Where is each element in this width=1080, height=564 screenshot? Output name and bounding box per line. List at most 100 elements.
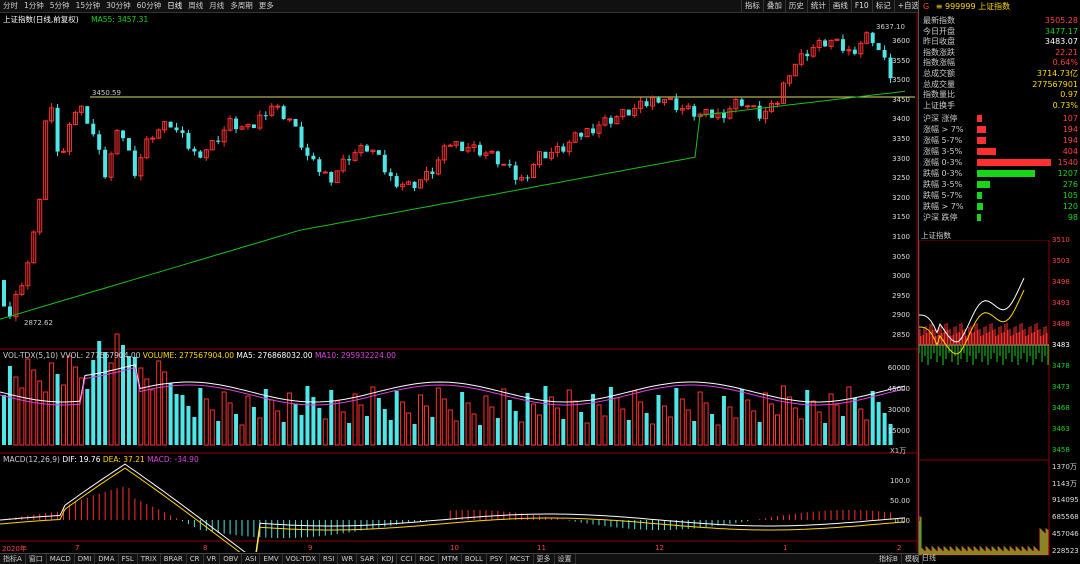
volume-bar bbox=[715, 424, 721, 446]
volume-bar bbox=[495, 418, 500, 445]
period-tab[interactable]: 周线 bbox=[188, 1, 204, 10]
volume-bar bbox=[792, 407, 798, 446]
period-tab[interactable]: 5分钟 bbox=[49, 1, 70, 10]
quote-value: 3505.28 bbox=[1044, 16, 1078, 25]
date-tick: 2 bbox=[897, 544, 902, 552]
toolbar-button[interactable]: 统计 bbox=[806, 0, 829, 12]
candle-body bbox=[31, 231, 37, 264]
period-tab[interactable]: 30分钟 bbox=[106, 1, 131, 10]
candle-body bbox=[644, 101, 649, 107]
toolbar-button[interactable]: 标记 bbox=[871, 0, 894, 12]
indicator-tab[interactable]: KDJ bbox=[378, 554, 398, 564]
volume-bar bbox=[739, 389, 744, 445]
indicator-tab[interactable]: DMI bbox=[75, 554, 96, 564]
mini-volume-tick: 1370万 bbox=[1052, 463, 1077, 471]
period-tab[interactable]: 月线 bbox=[209, 1, 225, 10]
indicator-tab[interactable]: MTM bbox=[439, 554, 462, 564]
volume-bar bbox=[234, 414, 239, 445]
indicator-tab[interactable]: MACD bbox=[47, 554, 75, 564]
indicator-tab[interactable]: DMA bbox=[95, 554, 119, 564]
candle-body bbox=[287, 118, 293, 121]
candle-body bbox=[78, 105, 84, 113]
chart-area[interactable]: 上证指数(日线,前复权) MA55: 3457.31 VOL-TDX(5,10)… bbox=[0, 12, 918, 553]
indicator-tab[interactable]: SAR bbox=[357, 554, 379, 564]
indicator-tab[interactable]: EMV bbox=[260, 554, 283, 564]
indicator-tab[interactable]: FSL bbox=[119, 554, 138, 564]
volume-bar bbox=[769, 403, 775, 446]
volume-bar bbox=[697, 391, 703, 446]
indicator-tab[interactable]: CCI bbox=[397, 554, 417, 564]
indicator-tab[interactable]: 模板 bbox=[902, 554, 923, 564]
indicator-tab[interactable]: VOL-TDX bbox=[283, 554, 320, 564]
toolbar-button[interactable]: +自选 bbox=[893, 0, 922, 12]
indicator-tab[interactable]: VR bbox=[204, 554, 221, 564]
period-tab[interactable]: 分时 bbox=[3, 1, 18, 10]
intraday-chart[interactable] bbox=[919, 240, 1080, 560]
toolbar-button[interactable]: 画线 bbox=[828, 0, 851, 12]
breadth-label: 跌幅 3-5% bbox=[923, 180, 963, 189]
candle-body bbox=[727, 108, 733, 119]
indicator-tab[interactable]: 窗口 bbox=[26, 554, 47, 564]
date-tick: 11 bbox=[537, 544, 546, 552]
indicator-tab[interactable]: BOLL bbox=[462, 554, 487, 564]
candle-body bbox=[763, 110, 769, 120]
candle-body bbox=[275, 105, 281, 108]
candle-body bbox=[447, 144, 453, 147]
volume-bar bbox=[293, 404, 298, 445]
candle-body bbox=[257, 114, 263, 129]
candle-body bbox=[667, 97, 673, 101]
kline-chart[interactable] bbox=[0, 12, 918, 552]
candle-body bbox=[234, 118, 239, 130]
macd-tick: 100.0 bbox=[889, 477, 910, 485]
indicator-tab[interactable]: ROC bbox=[416, 554, 439, 564]
mini-frame bbox=[919, 240, 1050, 556]
indicator-tab[interactable]: BRAR bbox=[161, 554, 187, 564]
indicator-tab[interactable]: WR bbox=[338, 554, 358, 564]
indicator-tab[interactable]: RSI bbox=[320, 554, 339, 564]
period-tab[interactable]: 1分钟 bbox=[24, 1, 44, 10]
candle-body bbox=[661, 99, 667, 104]
period-tab[interactable]: 多周期 bbox=[230, 1, 253, 10]
quote-row: 最新指数 3505.28 bbox=[923, 16, 1078, 27]
volume-bar bbox=[638, 401, 644, 446]
toolbar-button[interactable]: 历史 bbox=[784, 0, 807, 12]
volume-bar bbox=[251, 407, 256, 445]
indicator-tab[interactable]: 指标A bbox=[0, 554, 26, 564]
breadth-value: 194 bbox=[1062, 136, 1078, 145]
indicator-tab[interactable]: MCST bbox=[507, 554, 534, 564]
period-tab[interactable]: 更多 bbox=[258, 1, 274, 10]
indicator-tab[interactable]: CR bbox=[187, 554, 204, 564]
indicator-tab[interactable]: OBV bbox=[220, 554, 243, 564]
toolbar-button[interactable]: F10 bbox=[850, 0, 872, 12]
indicator-tab[interactable]: ASI bbox=[242, 554, 261, 564]
toolbar-button[interactable]: 指标 bbox=[740, 0, 763, 12]
candle-body bbox=[114, 130, 120, 155]
candle-body bbox=[168, 121, 173, 128]
candle-body bbox=[561, 146, 566, 152]
breadth-label: 涨幅 0-3% bbox=[923, 158, 963, 167]
volume-bar bbox=[347, 423, 352, 445]
period-tab[interactable]: 60分钟 bbox=[136, 1, 162, 10]
breadth-value: 120 bbox=[1062, 202, 1078, 211]
candle-body bbox=[489, 150, 495, 154]
macd-name: MACD(12,26,9) bbox=[3, 455, 60, 464]
breadth-row: 跌幅 > 7% 120 bbox=[923, 201, 1078, 212]
volume-bar bbox=[412, 424, 417, 445]
indicator-tab[interactable]: 指标B bbox=[876, 554, 902, 564]
breadth-bar bbox=[977, 170, 1035, 177]
period-tab[interactable]: 15分钟 bbox=[75, 1, 101, 10]
indicator-tab[interactable]: 设置 bbox=[555, 554, 576, 564]
volume-header: VOL-TDX(5,10) VVOL: 277567904.00 VOLUME:… bbox=[3, 351, 396, 360]
volume-bar bbox=[710, 414, 715, 445]
candle-body bbox=[72, 111, 78, 126]
price-tick: 3250 bbox=[892, 174, 910, 183]
candle-body bbox=[786, 75, 792, 84]
candle-body bbox=[876, 43, 881, 51]
indicator-tab[interactable]: TRIX bbox=[138, 554, 161, 564]
avg-price-line bbox=[919, 289, 1025, 355]
period-tab[interactable]: 日线 bbox=[167, 1, 183, 10]
toolbar-button[interactable]: 叠加 bbox=[762, 0, 785, 12]
quote-label: 总成交额 bbox=[923, 69, 955, 78]
indicator-tab[interactable]: PSY bbox=[487, 554, 507, 564]
indicator-tab[interactable]: 更多 bbox=[534, 554, 555, 564]
